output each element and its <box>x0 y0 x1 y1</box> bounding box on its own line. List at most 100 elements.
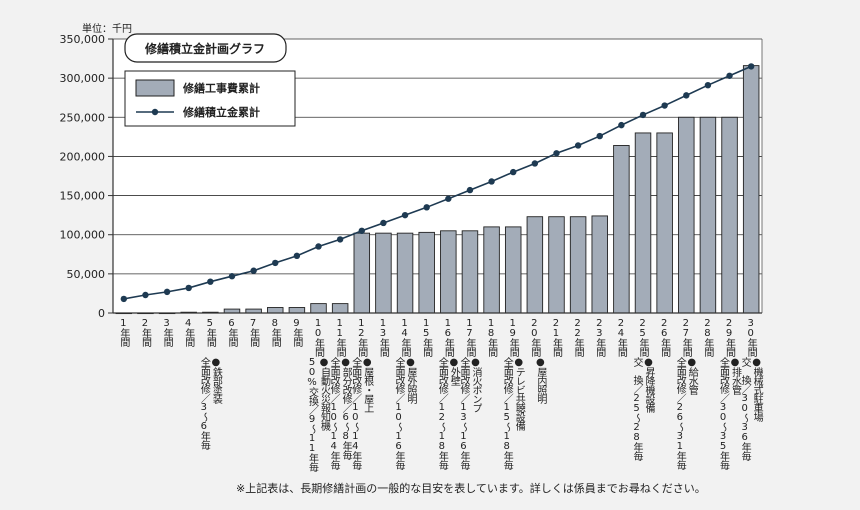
x-tick-label: 8年間 <box>269 318 281 346</box>
line-point <box>510 168 517 176</box>
line-point <box>185 284 192 292</box>
line-point <box>683 92 690 99</box>
y-tick-label: 0 <box>98 307 105 320</box>
annotation-text: ●排水管 <box>729 357 741 394</box>
line-point <box>553 150 560 157</box>
chart-title: 修繕積立金計画グラフ <box>144 41 265 56</box>
annotation-text: ●屋内照明 <box>534 357 546 403</box>
bar <box>569 216 587 314</box>
line-point <box>401 211 409 219</box>
x-tick-label: 1年間 <box>117 318 129 346</box>
bar <box>504 226 522 314</box>
legend-bar-label: 修繕工事費累計 <box>182 81 260 95</box>
annotation-text: ●外壁 <box>448 357 460 385</box>
bar <box>591 215 608 314</box>
annotation-text: 全面改修／30〜35年毎 <box>717 357 729 469</box>
line-series <box>123 65 752 300</box>
line-point <box>120 295 128 303</box>
annotation-text: ●自動火災報知機 <box>318 357 330 430</box>
bar <box>396 232 414 314</box>
x-tick-label: 3年間 <box>161 318 173 346</box>
line-point <box>704 81 712 89</box>
x-tick-label: 14年間 <box>399 318 411 356</box>
x-tick-label: 5年間 <box>204 318 216 346</box>
x-tick-label: 18年間 <box>485 318 497 356</box>
line-point <box>596 132 603 140</box>
x-tick-label: 4年間 <box>182 318 194 346</box>
bar <box>613 145 630 314</box>
y-tick-label: 200,000 <box>60 150 106 163</box>
x-tick-label: 25年間 <box>637 318 649 356</box>
bar <box>461 230 479 314</box>
y-tick-label: 150,000 <box>60 190 106 203</box>
line-point <box>207 278 214 285</box>
bar <box>440 230 457 314</box>
y-tick-label: 250,000 <box>60 111 106 124</box>
x-tick-label: 30年間 <box>745 318 757 356</box>
x-tick-label: 11年間 <box>334 318 346 356</box>
line-point <box>358 227 365 234</box>
bar <box>656 132 673 314</box>
bar <box>353 232 371 314</box>
y-tick-label: 350,000 <box>60 33 106 46</box>
bar <box>418 231 435 314</box>
line-point <box>661 102 668 109</box>
line-point <box>445 195 452 202</box>
bar <box>721 116 738 314</box>
unit-label: 単位：千円 <box>82 24 132 35</box>
annotation-text: 全面改修／13〜16年毎 <box>457 357 469 469</box>
bar <box>634 132 652 314</box>
x-tick-label: 10年間 <box>312 318 324 356</box>
line-point <box>380 219 387 227</box>
line-point <box>726 72 733 79</box>
x-tick-label: 28年間 <box>701 318 713 356</box>
x-tick-label: 16年間 <box>442 318 454 356</box>
x-tick-label: 2年間 <box>139 318 151 346</box>
x-tick-label: 6年間 <box>225 318 237 346</box>
line-point <box>163 288 171 296</box>
line-point <box>423 204 430 211</box>
x-tick-label: 27年間 <box>680 318 692 356</box>
legend-line-label: 修繕積立金累計 <box>182 105 260 119</box>
line-point <box>250 267 257 274</box>
bar <box>699 116 717 314</box>
line-point <box>618 121 625 129</box>
y-tick-label: 100,000 <box>60 229 106 242</box>
annotation-text: ●消火ポンプ <box>469 357 481 412</box>
annotation-text: ●テレビ共聴設備 <box>513 357 525 430</box>
annotation-text: 全面改修／15〜18年毎 <box>501 357 513 469</box>
line-point <box>747 63 755 70</box>
line-point <box>639 111 647 119</box>
title-box <box>124 33 287 63</box>
annotation-text: 交 換／30〜36年毎 <box>739 357 751 460</box>
bar <box>267 307 284 314</box>
annotation-text: 全面改修／10〜14年毎 <box>328 357 340 469</box>
x-tick-label: 12年間 <box>355 318 367 356</box>
annotation-text: 全面改修／3〜6年毎 <box>198 357 210 449</box>
line-point <box>574 142 582 149</box>
bar <box>526 216 544 314</box>
annotation-text: 全面改修／12〜18年毎 <box>436 357 448 469</box>
bar <box>483 226 500 314</box>
line-point <box>315 243 322 250</box>
bar <box>678 116 695 314</box>
y-tick-label: 50,000 <box>67 268 106 281</box>
annotation-text: 全面改修／10〜16年毎 <box>393 357 405 469</box>
line-point <box>228 273 236 280</box>
x-tick-label: 23年間 <box>593 318 605 356</box>
legend-line-marker <box>151 108 159 116</box>
annotation-text: ●機械式駐車場 <box>751 357 763 421</box>
annotation-text: ●屋外照明 <box>405 357 417 403</box>
line-point <box>531 160 539 167</box>
annotation-text: 全面改修／10〜14年毎 <box>349 357 361 469</box>
line-point <box>142 291 149 299</box>
y-tick-label: 300,000 <box>60 72 106 85</box>
annotation-text: ●屋根・屋上 <box>361 357 373 412</box>
bar <box>375 232 392 314</box>
bar <box>310 303 327 314</box>
bar <box>742 65 760 314</box>
x-tick-label: 13年間 <box>377 318 389 356</box>
bar <box>548 216 565 314</box>
